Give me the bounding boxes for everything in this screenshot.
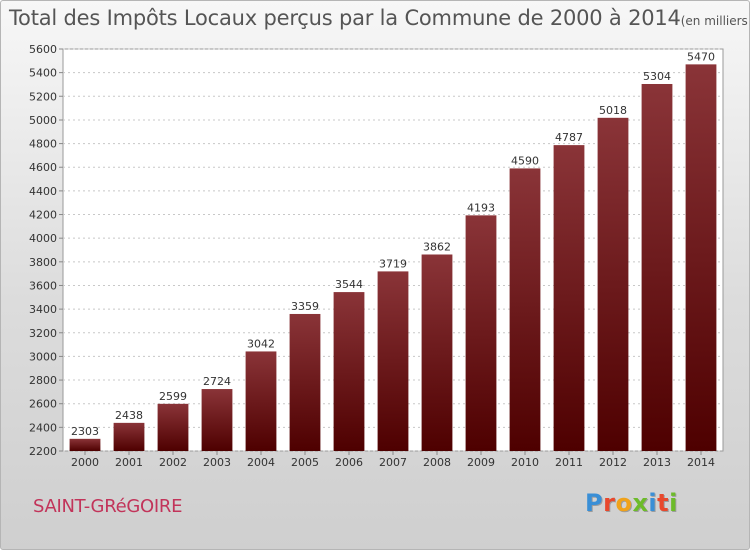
x-tick-label-2011: 2011 bbox=[555, 456, 583, 469]
y-tick-label: 2400 bbox=[29, 421, 57, 434]
y-tick-label: 4800 bbox=[29, 138, 57, 151]
bar-2001 bbox=[113, 422, 145, 451]
data-label-2002: 2599 bbox=[159, 390, 187, 403]
data-label-2006: 3544 bbox=[335, 278, 363, 291]
bar-2002 bbox=[157, 403, 189, 451]
bars: 2303 2438 2599 2724 3042 3359 3544 3719 3862 4193… bbox=[69, 50, 717, 452]
data-label-2007: 3719 bbox=[379, 257, 407, 270]
data-label-2000: 2303 bbox=[71, 425, 99, 438]
bar-2008 bbox=[421, 254, 453, 451]
x-tick-label-2012: 2012 bbox=[599, 456, 627, 469]
y-tick-label: 4000 bbox=[29, 232, 57, 245]
logo-letter: P bbox=[585, 489, 604, 517]
x-tick-label-2002: 2002 bbox=[159, 456, 187, 469]
data-label-2010: 4590 bbox=[511, 154, 539, 167]
y-tick-label: 5000 bbox=[29, 114, 57, 127]
x-tick-label-2009: 2009 bbox=[467, 456, 495, 469]
x-axis: 2000 2001 2002 2003 2004 2005 2006 2007 2008 2009… bbox=[71, 451, 715, 469]
x-tick-label-2014: 2014 bbox=[687, 456, 715, 469]
y-axis: 2200 2400 2600 2800 3000 3200 3400 3600 3800 4000… bbox=[29, 43, 63, 458]
logo-letter: r bbox=[603, 489, 616, 517]
x-tick-label-2000: 2000 bbox=[71, 456, 99, 469]
data-label-2013: 5304 bbox=[643, 70, 671, 83]
bar-2014 bbox=[685, 64, 717, 451]
bar-2013 bbox=[641, 83, 673, 451]
data-label-2014: 5470 bbox=[687, 50, 715, 63]
logo-letter: o bbox=[615, 489, 633, 517]
x-tick-label-2005: 2005 bbox=[291, 456, 319, 469]
bar-2004 bbox=[245, 351, 277, 451]
chart-title: Total des Impôts Locaux perçus par la Co… bbox=[9, 6, 749, 30]
y-tick-label: 3400 bbox=[29, 303, 57, 316]
y-tick-label: 3800 bbox=[29, 256, 57, 269]
data-label-2008: 3862 bbox=[423, 240, 451, 253]
y-tick-label: 2200 bbox=[29, 445, 57, 458]
y-tick-label: 5400 bbox=[29, 67, 57, 80]
data-label-2009: 4193 bbox=[467, 201, 495, 214]
proxiti-logo: Proxiti bbox=[585, 489, 678, 517]
x-tick-label-2007: 2007 bbox=[379, 456, 407, 469]
bar-2003 bbox=[201, 389, 233, 451]
logo-letter: i bbox=[648, 489, 658, 517]
bar-2006 bbox=[333, 292, 365, 451]
bar-2007 bbox=[377, 271, 409, 451]
chart-title-text: Total des Impôts Locaux perçus par la Co… bbox=[9, 6, 681, 30]
y-tick-label: 5600 bbox=[29, 43, 57, 56]
logo-letter: x bbox=[632, 489, 649, 517]
y-tick-label: 3200 bbox=[29, 327, 57, 340]
y-tick-label: 2600 bbox=[29, 398, 57, 411]
data-label-2003: 2724 bbox=[203, 375, 231, 388]
x-tick-label-2008: 2008 bbox=[423, 456, 451, 469]
chart-unit: (en milliers d'€) bbox=[680, 14, 749, 28]
logo-letter: i bbox=[669, 489, 678, 517]
x-tick-label-2010: 2010 bbox=[511, 456, 539, 469]
bar-2011 bbox=[553, 145, 585, 451]
y-tick-label: 3000 bbox=[29, 350, 57, 363]
y-tick-label: 4600 bbox=[29, 161, 57, 174]
commune-name: SAINT-GRéGOIRE bbox=[33, 496, 183, 517]
x-tick-label-2006: 2006 bbox=[335, 456, 363, 469]
bar-2009 bbox=[465, 215, 497, 451]
bar-2010 bbox=[509, 168, 541, 451]
y-tick-label: 3600 bbox=[29, 279, 57, 292]
y-tick-label: 4400 bbox=[29, 185, 57, 198]
x-tick-label-2003: 2003 bbox=[203, 456, 231, 469]
x-tick-label-2004: 2004 bbox=[247, 456, 275, 469]
data-label-2004: 3042 bbox=[247, 337, 275, 350]
x-tick-label-2001: 2001 bbox=[115, 456, 143, 469]
data-label-2011: 4787 bbox=[555, 131, 583, 144]
bar-2005 bbox=[289, 313, 321, 451]
bar-2000 bbox=[69, 438, 101, 451]
data-label-2005: 3359 bbox=[291, 300, 319, 313]
y-tick-label: 4200 bbox=[29, 209, 57, 222]
logo-letter: t bbox=[657, 489, 670, 517]
x-tick-label-2013: 2013 bbox=[643, 456, 671, 469]
data-label-2001: 2438 bbox=[115, 409, 143, 422]
y-tick-label: 2800 bbox=[29, 374, 57, 387]
y-tick-label: 5200 bbox=[29, 90, 57, 103]
bar-2012 bbox=[597, 117, 629, 452]
data-label-2012: 5018 bbox=[599, 104, 627, 117]
